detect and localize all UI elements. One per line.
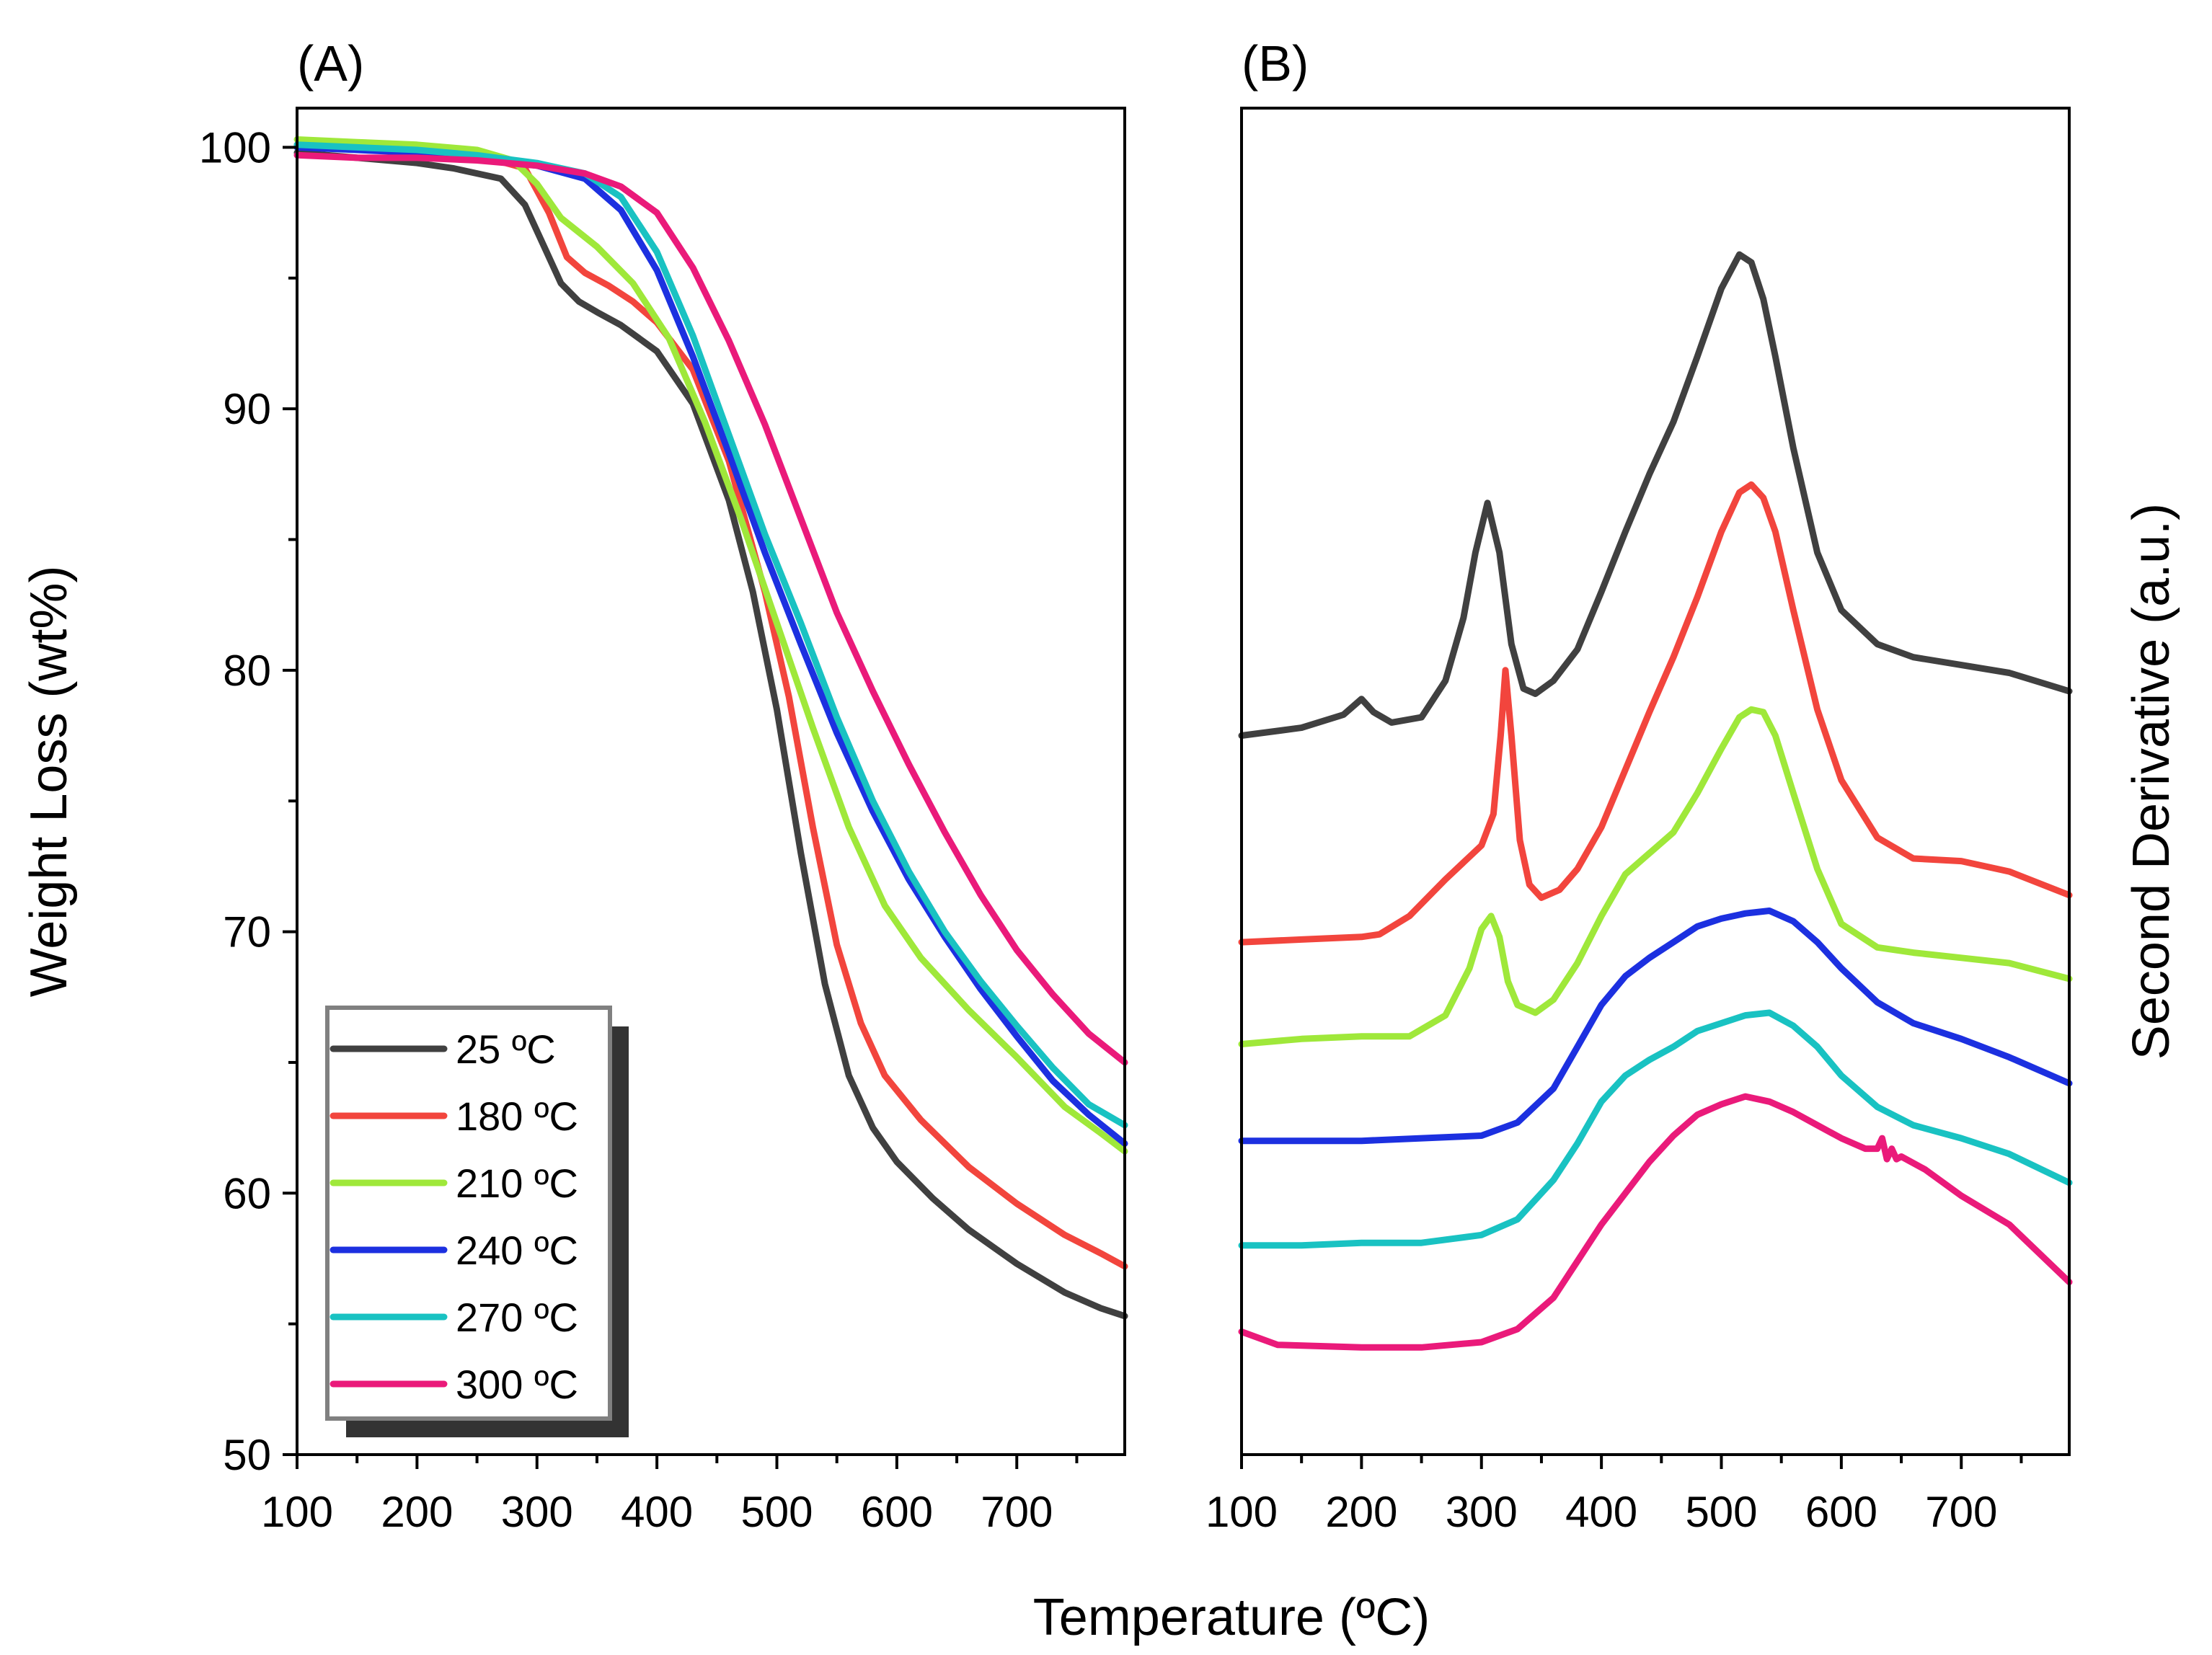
panel-a-y-tick-labels: 50 60 70 80 90 100: [199, 123, 271, 1479]
series-line-210c: [1238, 706, 2073, 1047]
legend-label: 270 ºC: [456, 1295, 578, 1340]
panel-b-ticks: [1240, 1455, 2023, 1469]
legend-label: 240 ºC: [456, 1228, 578, 1273]
x-tick-label: 600: [1805, 1488, 1877, 1536]
legend-entry: 180 ºC: [329, 1093, 578, 1139]
y-tick-label: 50: [223, 1431, 271, 1479]
legend-entry: 240 ºC: [329, 1228, 578, 1273]
panel-b: (B) 100 200 300 400 500 600 700 Second Derivat…: [1205, 35, 2180, 1536]
x-tick-label: 400: [1565, 1488, 1637, 1536]
series-line-25c: [1238, 251, 2073, 739]
series-line-270c: [293, 141, 1128, 1129]
x-axis-title: Temperature (ºC): [1033, 1589, 1430, 1646]
panel-b-label: (B): [1242, 35, 1309, 92]
legend-label: 210 ºC: [456, 1161, 578, 1206]
series-line-300c: [1238, 1093, 2073, 1351]
panel-b-frame: [1240, 107, 2071, 1456]
y-axis-title-b: Second Derivative (a.u.): [2123, 503, 2180, 1060]
panel-a-ticks: [283, 146, 1079, 1469]
panel-a: (A) 100 200 300 400 500 600 700 50 60 70 80 90 100 …: [20, 35, 1128, 1536]
x-tick-label: 100: [1205, 1488, 1278, 1536]
series-line-300c: [293, 151, 1128, 1066]
series-line-25c: [293, 149, 1128, 1320]
series-line-270c: [1238, 1009, 2073, 1249]
legend-entry: 270 ºC: [329, 1295, 578, 1340]
panel-b-x-tick-labels: 100 200 300 400 500 600 700: [1205, 1488, 1997, 1536]
y-tick-label: 100: [199, 123, 271, 172]
legend-label: 300 ºC: [456, 1362, 578, 1407]
x-tick-label: 700: [1925, 1488, 1997, 1536]
x-tick-label: 700: [981, 1488, 1053, 1536]
series-line-180c: [1238, 481, 2073, 946]
legend-entry: 25 ºC: [329, 1026, 556, 1072]
x-tick-label: 100: [261, 1488, 333, 1536]
legend-entries: 25 ºC 180 ºC 210 ºC 240 ºC 270 ºC 300 ºC: [329, 1026, 578, 1407]
y-axis-title-a: Weight Loss (wt%): [20, 566, 78, 998]
series-line-240c: [1238, 908, 2073, 1145]
x-tick-label: 400: [621, 1488, 693, 1536]
x-tick-label: 200: [381, 1488, 453, 1536]
y-tick-label: 60: [223, 1169, 271, 1217]
y-tick-label: 90: [223, 385, 271, 433]
x-tick-label: 300: [1446, 1488, 1518, 1536]
x-tick-label: 200: [1325, 1488, 1397, 1536]
series-line-240c: [293, 143, 1128, 1147]
legend-entry: 210 ºC: [329, 1161, 578, 1206]
x-tick-label: 500: [740, 1488, 813, 1536]
y-tick-label: 70: [223, 908, 271, 957]
x-tick-label: 500: [1685, 1488, 1757, 1536]
legend-label: 25 ºC: [456, 1026, 556, 1072]
legend: 25 ºC 180 ºC 210 ºC 240 ºC 270 ºC 300 ºC: [325, 1006, 629, 1437]
legend-box: [325, 1006, 612, 1421]
legend-entry: 300 ºC: [329, 1362, 578, 1407]
panel-a-label: (A): [297, 35, 364, 92]
y-tick-label: 80: [223, 647, 271, 695]
panel-a-frame: [296, 107, 1126, 1456]
panel-a-series: [293, 136, 1128, 1320]
x-tick-label: 300: [501, 1488, 573, 1536]
panel-b-series: [1238, 251, 2073, 1351]
series-line-210c: [293, 136, 1128, 1155]
panel-a-x-tick-labels: 100 200 300 400 500 600 700: [261, 1488, 1053, 1536]
x-tick-label: 600: [861, 1488, 933, 1536]
legend-label: 180 ºC: [456, 1093, 578, 1139]
